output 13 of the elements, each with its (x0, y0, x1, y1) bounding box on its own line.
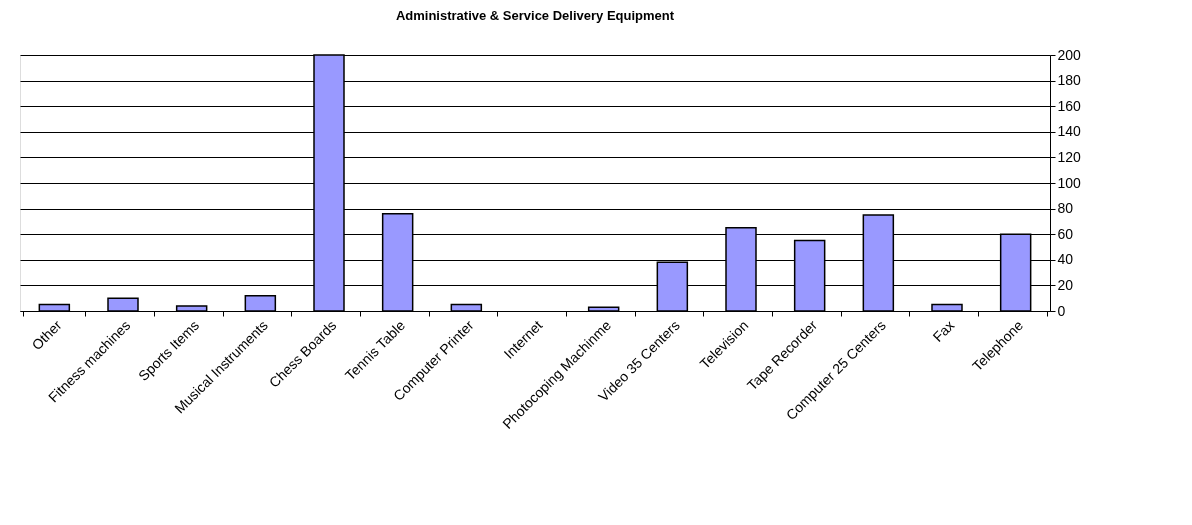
y-tick-label: 80 (1057, 200, 1074, 217)
y-tick-label: 60 (1057, 225, 1074, 242)
x-tick-label: Fax (929, 317, 958, 345)
y-tick-label: 180 (1057, 72, 1082, 89)
y-tick-label: 100 (1057, 174, 1082, 191)
y-tick-label: 20 (1057, 276, 1074, 293)
chart-title: Administrative & Service Delivery Equipment (395, 8, 675, 23)
y-tick-label: 140 (1057, 123, 1082, 140)
y-tick-label: 40 (1057, 251, 1074, 268)
y-tick-label: 160 (1057, 97, 1082, 114)
y-tick-label: 200 (1057, 46, 1082, 63)
y-tick-label: 120 (1057, 148, 1082, 165)
y-tick-label: 0 (1057, 302, 1066, 319)
